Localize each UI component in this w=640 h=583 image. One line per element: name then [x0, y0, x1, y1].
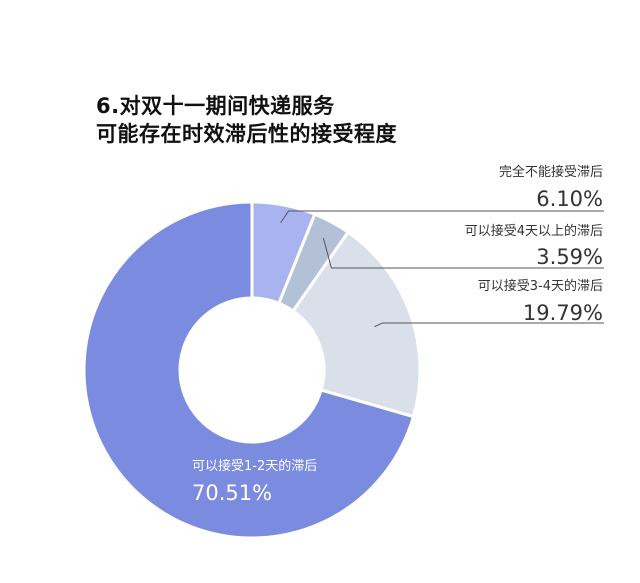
callout-line-slice-1	[280, 210, 604, 224]
donut-slice-3	[291, 230, 422, 419]
chart-title-line-2: 可能存在时效滞后性的接受程度	[96, 122, 397, 146]
chart-title-line-1: 6.对双十一期间快递服务	[96, 94, 335, 118]
slice-value-slice-3: 19.79%	[523, 301, 603, 325]
slice-label-slice-3: 可以接受3-4天的滞后	[478, 278, 603, 294]
donut-slice-4	[82, 200, 415, 540]
slice-label-slice-4: 可以接受1-2天的滞后	[192, 458, 317, 474]
slice-label-slice-2: 可以接受4天以上的滞后	[465, 223, 603, 239]
slice-label-slice-1: 完全不能接受滞后	[499, 164, 603, 180]
callout-line-slice-2	[322, 237, 604, 269]
slice-value-slice-4: 70.51%	[192, 481, 272, 505]
callout-line-slice-3	[374, 322, 604, 328]
slice-value-slice-1: 6.10%	[536, 187, 603, 211]
slice-value-slice-2: 3.59%	[536, 245, 603, 269]
